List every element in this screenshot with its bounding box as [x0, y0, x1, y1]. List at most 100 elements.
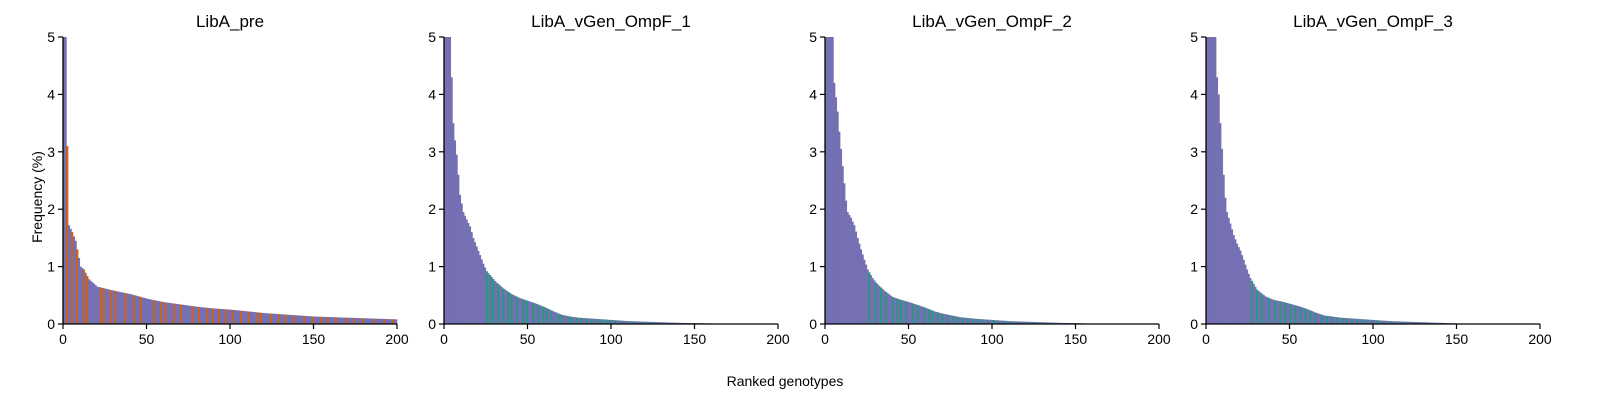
bar	[998, 320, 1001, 324]
bar	[1378, 320, 1381, 324]
bar	[524, 299, 527, 324]
bars	[63, 37, 398, 324]
bar	[226, 309, 229, 324]
highlight-bar	[383, 318, 386, 324]
bar	[64, 37, 67, 324]
highlight-bar	[485, 271, 488, 324]
bar	[263, 313, 266, 324]
bar	[953, 316, 956, 324]
highlight-bar	[654, 322, 657, 324]
bar	[1000, 320, 1003, 324]
bar	[649, 321, 652, 324]
highlight-bar	[911, 303, 914, 324]
bar	[985, 319, 988, 324]
highlight-bar	[1423, 322, 1426, 324]
bar	[143, 297, 146, 324]
highlight-bar	[1321, 314, 1324, 324]
bar	[579, 317, 582, 324]
bar	[1426, 322, 1429, 324]
highlight-bar	[218, 308, 221, 324]
highlight-bar	[545, 308, 548, 324]
bar	[1035, 322, 1038, 324]
bar	[1032, 321, 1035, 324]
x-tick-label: 100	[1361, 331, 1385, 347]
bar	[881, 289, 884, 324]
bar	[1246, 269, 1249, 324]
bar	[1428, 322, 1431, 324]
bar	[1386, 320, 1389, 324]
bar	[552, 311, 555, 324]
bar	[602, 319, 605, 324]
bar	[149, 299, 152, 324]
bar	[213, 308, 216, 324]
bar	[1234, 239, 1237, 324]
bar	[126, 293, 129, 324]
bar	[604, 319, 607, 324]
bar	[445, 37, 448, 324]
bar	[1007, 321, 1010, 324]
y-tick-label: 2	[47, 201, 55, 217]
bar	[611, 319, 614, 324]
highlight-bar	[1279, 301, 1282, 324]
highlight-bar	[139, 296, 142, 324]
bar	[850, 217, 853, 324]
y-tick-label: 3	[428, 144, 436, 160]
bar	[950, 315, 953, 324]
bar	[1334, 316, 1337, 324]
bar	[465, 219, 468, 324]
highlight-bar	[671, 322, 674, 324]
bar	[1291, 304, 1294, 324]
highlight-bar	[240, 310, 243, 324]
bar	[1018, 321, 1021, 324]
bar	[340, 317, 343, 324]
bar	[464, 215, 467, 324]
bar	[310, 316, 313, 324]
bar	[1394, 321, 1397, 324]
bar	[1329, 316, 1332, 324]
highlight-bar	[124, 293, 127, 324]
bar	[1352, 318, 1355, 324]
panel-3: LibA_vGen_OmpF_2 0 50 100 150 200 0 1 2 3 4 5	[809, 12, 1171, 347]
bar	[1429, 322, 1432, 324]
x-tick-label: 200	[1528, 331, 1552, 347]
bar	[1232, 235, 1235, 324]
bar	[1030, 321, 1033, 324]
y-tick-label: 4	[428, 86, 436, 102]
bar	[238, 310, 241, 324]
bar	[189, 305, 192, 324]
bar	[318, 316, 321, 324]
highlight-bar	[931, 310, 934, 324]
bar	[667, 322, 670, 324]
highlight-bar	[986, 319, 990, 324]
bar	[209, 308, 212, 324]
bar	[111, 290, 114, 324]
bar	[544, 307, 547, 324]
highlight-bar	[510, 294, 513, 324]
bar	[106, 289, 109, 324]
bar	[1393, 321, 1396, 324]
bar	[183, 304, 186, 324]
bar	[893, 297, 896, 324]
bar	[393, 319, 396, 324]
highlight-bar	[946, 314, 949, 324]
bars	[1206, 37, 1466, 325]
bar	[547, 308, 550, 324]
bar	[184, 305, 187, 324]
bar	[156, 300, 159, 324]
highlight-bar	[956, 316, 959, 324]
bar	[241, 310, 244, 324]
highlight-bar	[345, 317, 348, 324]
bar	[856, 237, 859, 324]
highlight-bar	[1304, 308, 1307, 324]
bar	[291, 315, 294, 324]
bar	[921, 306, 924, 324]
highlight-bar	[248, 311, 251, 324]
bar	[607, 319, 610, 324]
bar	[475, 246, 478, 324]
bar	[268, 313, 271, 324]
bar	[313, 316, 316, 324]
bar	[534, 303, 537, 324]
highlight-bar	[278, 314, 281, 324]
bar	[499, 285, 502, 324]
bar	[903, 300, 906, 324]
